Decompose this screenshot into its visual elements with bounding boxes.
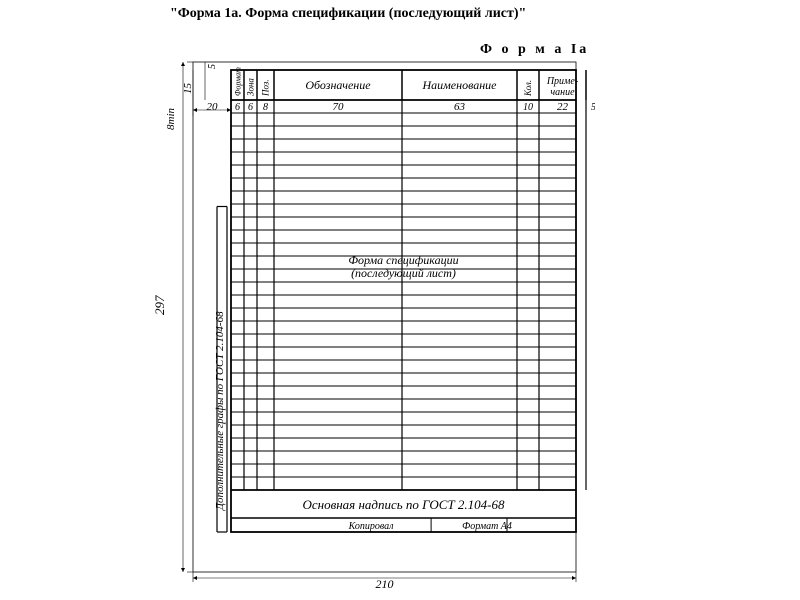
svg-text:10: 10	[523, 102, 533, 113]
svg-text:6: 6	[248, 102, 253, 113]
svg-text:чание: чание	[550, 87, 575, 98]
dimension-height: 297	[152, 296, 168, 316]
svg-text:Поз.: Поз.	[261, 79, 271, 97]
svg-text:Наименование: Наименование	[421, 78, 497, 92]
svg-text:(последующий лист): (последующий лист)	[351, 266, 456, 280]
svg-text:Формат А4: Формат А4	[462, 521, 512, 532]
svg-text:Кол.: Кол.	[523, 80, 533, 97]
svg-text:5: 5	[591, 102, 595, 113]
svg-text:22: 22	[557, 101, 569, 113]
svg-text:63: 63	[454, 101, 466, 113]
svg-text:Копировал: Копировал	[348, 521, 395, 532]
svg-text:Форма спецификации: Форма спецификации	[348, 253, 458, 267]
svg-text:6: 6	[235, 102, 240, 113]
page-title: "Форма 1а. Форма спецификации (последующ…	[170, 6, 550, 22]
svg-text:Основная надпись по ГОСТ 2.104: Основная надпись по ГОСТ 2.104-68	[302, 497, 505, 512]
svg-text:Приме-: Приме-	[546, 76, 578, 87]
svg-text:Формат: Формат	[234, 67, 243, 96]
specification-form-drawing: ФорматЗона Поз. Обозначение Наименование Кол…	[175, 60, 595, 590]
svg-text:210: 210	[376, 577, 394, 590]
form-label: Ф о р м а Iа	[480, 42, 589, 58]
svg-text:Зона: Зона	[246, 78, 256, 96]
svg-text:20: 20	[207, 101, 219, 113]
svg-text:Обозначение: Обозначение	[305, 78, 371, 92]
svg-text:70: 70	[333, 101, 345, 113]
svg-text:8: 8	[263, 102, 268, 113]
